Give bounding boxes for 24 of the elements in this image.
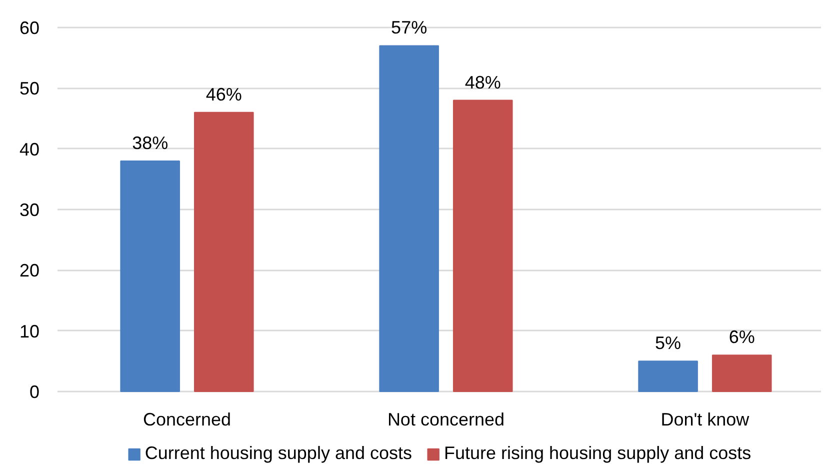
- y-tick-label: 30: [19, 200, 40, 220]
- bar: [712, 354, 772, 392]
- x-tick-label: Concerned: [142, 410, 232, 430]
- data-label: 38%: [132, 132, 168, 153]
- bar: [452, 100, 513, 392]
- y-tick-label: 60: [19, 18, 40, 38]
- data-label: 46%: [206, 84, 242, 104]
- bar: [194, 112, 254, 392]
- x-tick-label: Not concerned: [387, 410, 505, 430]
- bar: [120, 160, 180, 392]
- data-label: 48%: [464, 72, 501, 92]
- legend-label: Future rising housing supply and costs: [444, 443, 752, 464]
- x-tick-label: Don't know: [660, 410, 750, 430]
- bar: [379, 45, 439, 392]
- data-label: 57%: [391, 18, 428, 38]
- data-label: 5%: [655, 333, 682, 354]
- y-tick-label: 20: [19, 260, 40, 281]
- legend-label: Current housing supply and costs: [144, 443, 412, 464]
- y-tick-label: 10: [19, 321, 40, 342]
- y-tick-label: 40: [19, 139, 40, 160]
- y-tick-label: 0: [29, 382, 40, 402]
- bar: [638, 360, 698, 392]
- data-label: 6%: [728, 327, 755, 348]
- y-tick-label: 50: [19, 78, 40, 99]
